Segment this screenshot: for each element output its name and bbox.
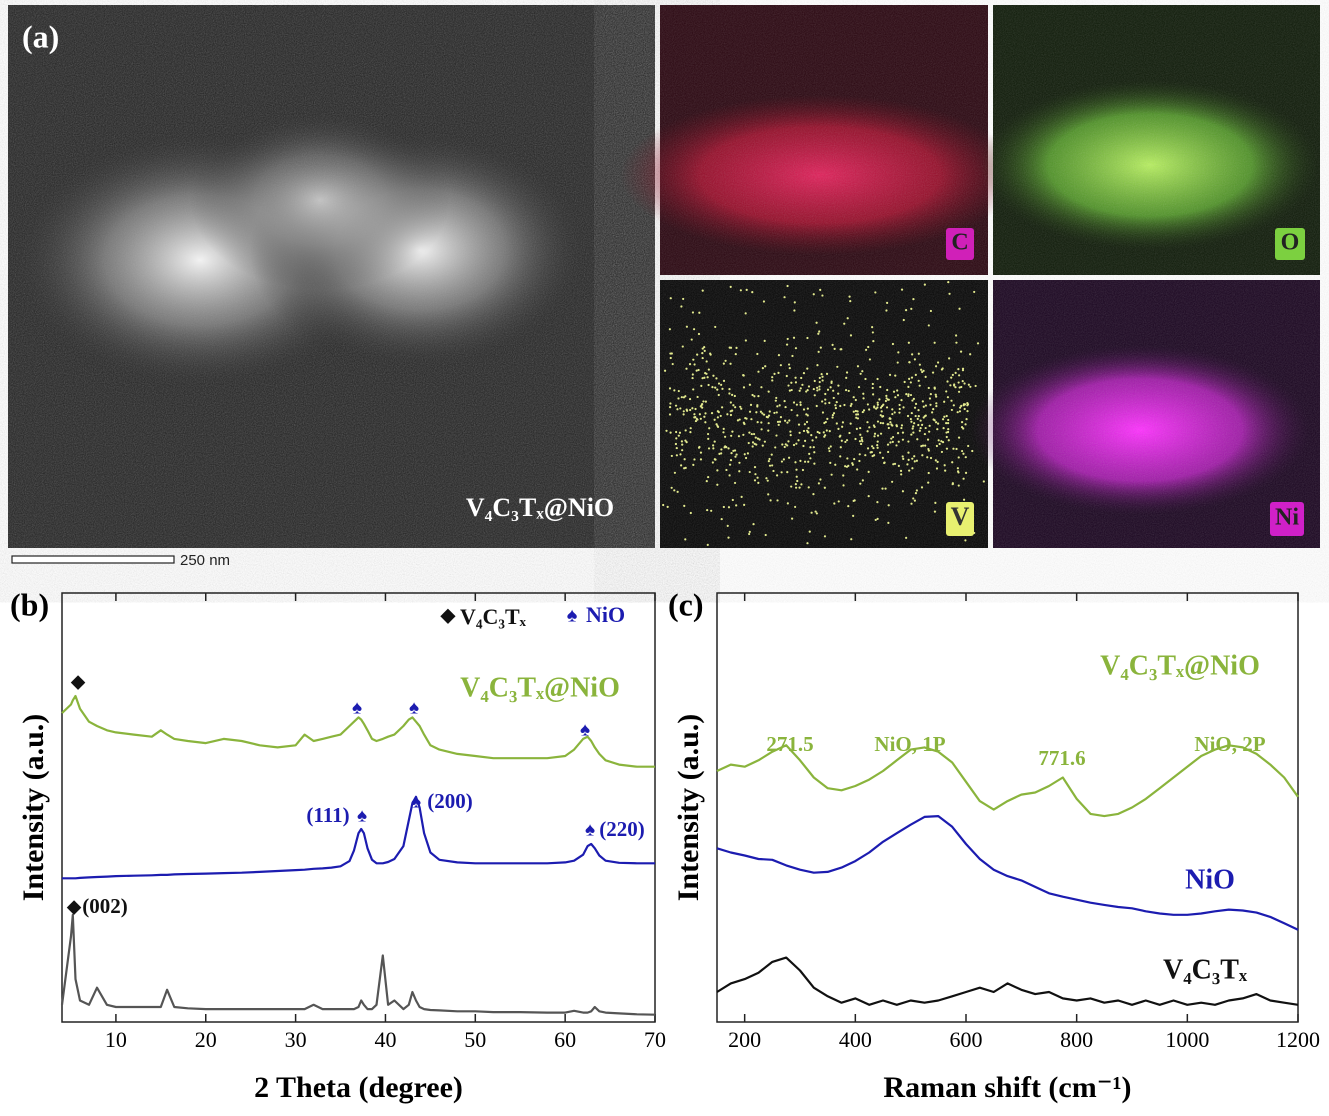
legend-label: NiO [586, 602, 625, 627]
plot-frame [716, 592, 1299, 1023]
panel-a: C O V Ni (a) V₄C₃Tₓ@NiO 250 nm [8, 5, 1320, 569]
map-tag [946, 228, 974, 260]
panel-label: (a) [22, 18, 59, 54]
series-label: V₄C₃Tₓ@NiO [460, 672, 620, 703]
sample-label: V₄C₃Tₓ@NiO [466, 493, 614, 522]
annotation: NiO, 1P [874, 732, 945, 756]
series-label: V₄C₃Tₓ@NiO [1100, 650, 1260, 681]
x-tick-label: 20 [195, 1027, 217, 1052]
x-tick-label: 30 [285, 1027, 307, 1052]
scale-bar [11, 555, 175, 564]
x-tick-label: 60 [554, 1027, 576, 1052]
annotation: (111) [306, 803, 349, 827]
map-tag [1275, 228, 1305, 260]
annotation: ◆ [71, 671, 86, 692]
scale-bar-label: 250 nm [180, 552, 230, 569]
series-line [716, 744, 1299, 818]
legend-symbol: ◆ [440, 605, 456, 627]
x-tick-label: 1200 [1276, 1027, 1320, 1052]
series-label: V₄C₃Tₓ [1163, 954, 1248, 985]
panel-label: (b) [10, 586, 49, 622]
x-tick-label: 40 [374, 1027, 396, 1052]
y-axis-title: Intensity (a.u.) [672, 714, 705, 902]
legend-symbol: ♠ [567, 605, 578, 627]
x-axis-title: Raman shift (cm⁻¹) [883, 1071, 1131, 1104]
series-label: NiO [1185, 864, 1235, 895]
annotation: NiO, 2P [1194, 732, 1265, 756]
x-tick-label: 50 [464, 1027, 486, 1052]
x-tick-label: 200 [728, 1027, 761, 1052]
map-tag [946, 502, 974, 536]
y-axis-title: Intensity (a.u.) [17, 714, 50, 902]
annotation: ♠ [357, 805, 367, 826]
annotation: ♠ [409, 697, 419, 718]
map-texture [660, 5, 1320, 548]
annotation: (200) [427, 789, 473, 813]
legend-label: V₄C₃Tₓ [460, 604, 527, 629]
x-tick-label: 10 [105, 1027, 127, 1052]
map-tag [1270, 502, 1304, 536]
x-tick-label: 70 [644, 1027, 666, 1052]
x-tick-label: 1000 [1165, 1027, 1209, 1052]
map-label: V [951, 502, 970, 531]
series-line [61, 694, 655, 768]
map-label: O [1281, 230, 1300, 256]
series-line [716, 815, 1299, 931]
series-line [716, 956, 1299, 1006]
map-label: Ni [1275, 505, 1299, 531]
x-axis-title: 2 Theta (degree) [254, 1071, 463, 1104]
annotation: ◆ [67, 896, 82, 917]
annotation: 271.5 [766, 732, 813, 756]
annotation: 771.6 [1038, 746, 1085, 770]
annotation: ♠ [352, 697, 362, 718]
panel-label: (c) [668, 586, 704, 622]
plot-frame [61, 592, 656, 1023]
annotation: ♠ [585, 819, 595, 840]
annotation: (002) [82, 894, 128, 918]
sem-flake [190, 110, 450, 290]
series-line [60, 913, 656, 1016]
series-line [62, 795, 655, 880]
annotation: (220) [599, 817, 645, 841]
annotation: ♠ [580, 719, 590, 740]
x-tick-label: 800 [1060, 1027, 1093, 1052]
x-tick-label: 400 [839, 1027, 872, 1052]
x-tick-label: 600 [950, 1027, 983, 1052]
map-label: C [951, 230, 968, 256]
annotation: ♠ [411, 791, 421, 812]
